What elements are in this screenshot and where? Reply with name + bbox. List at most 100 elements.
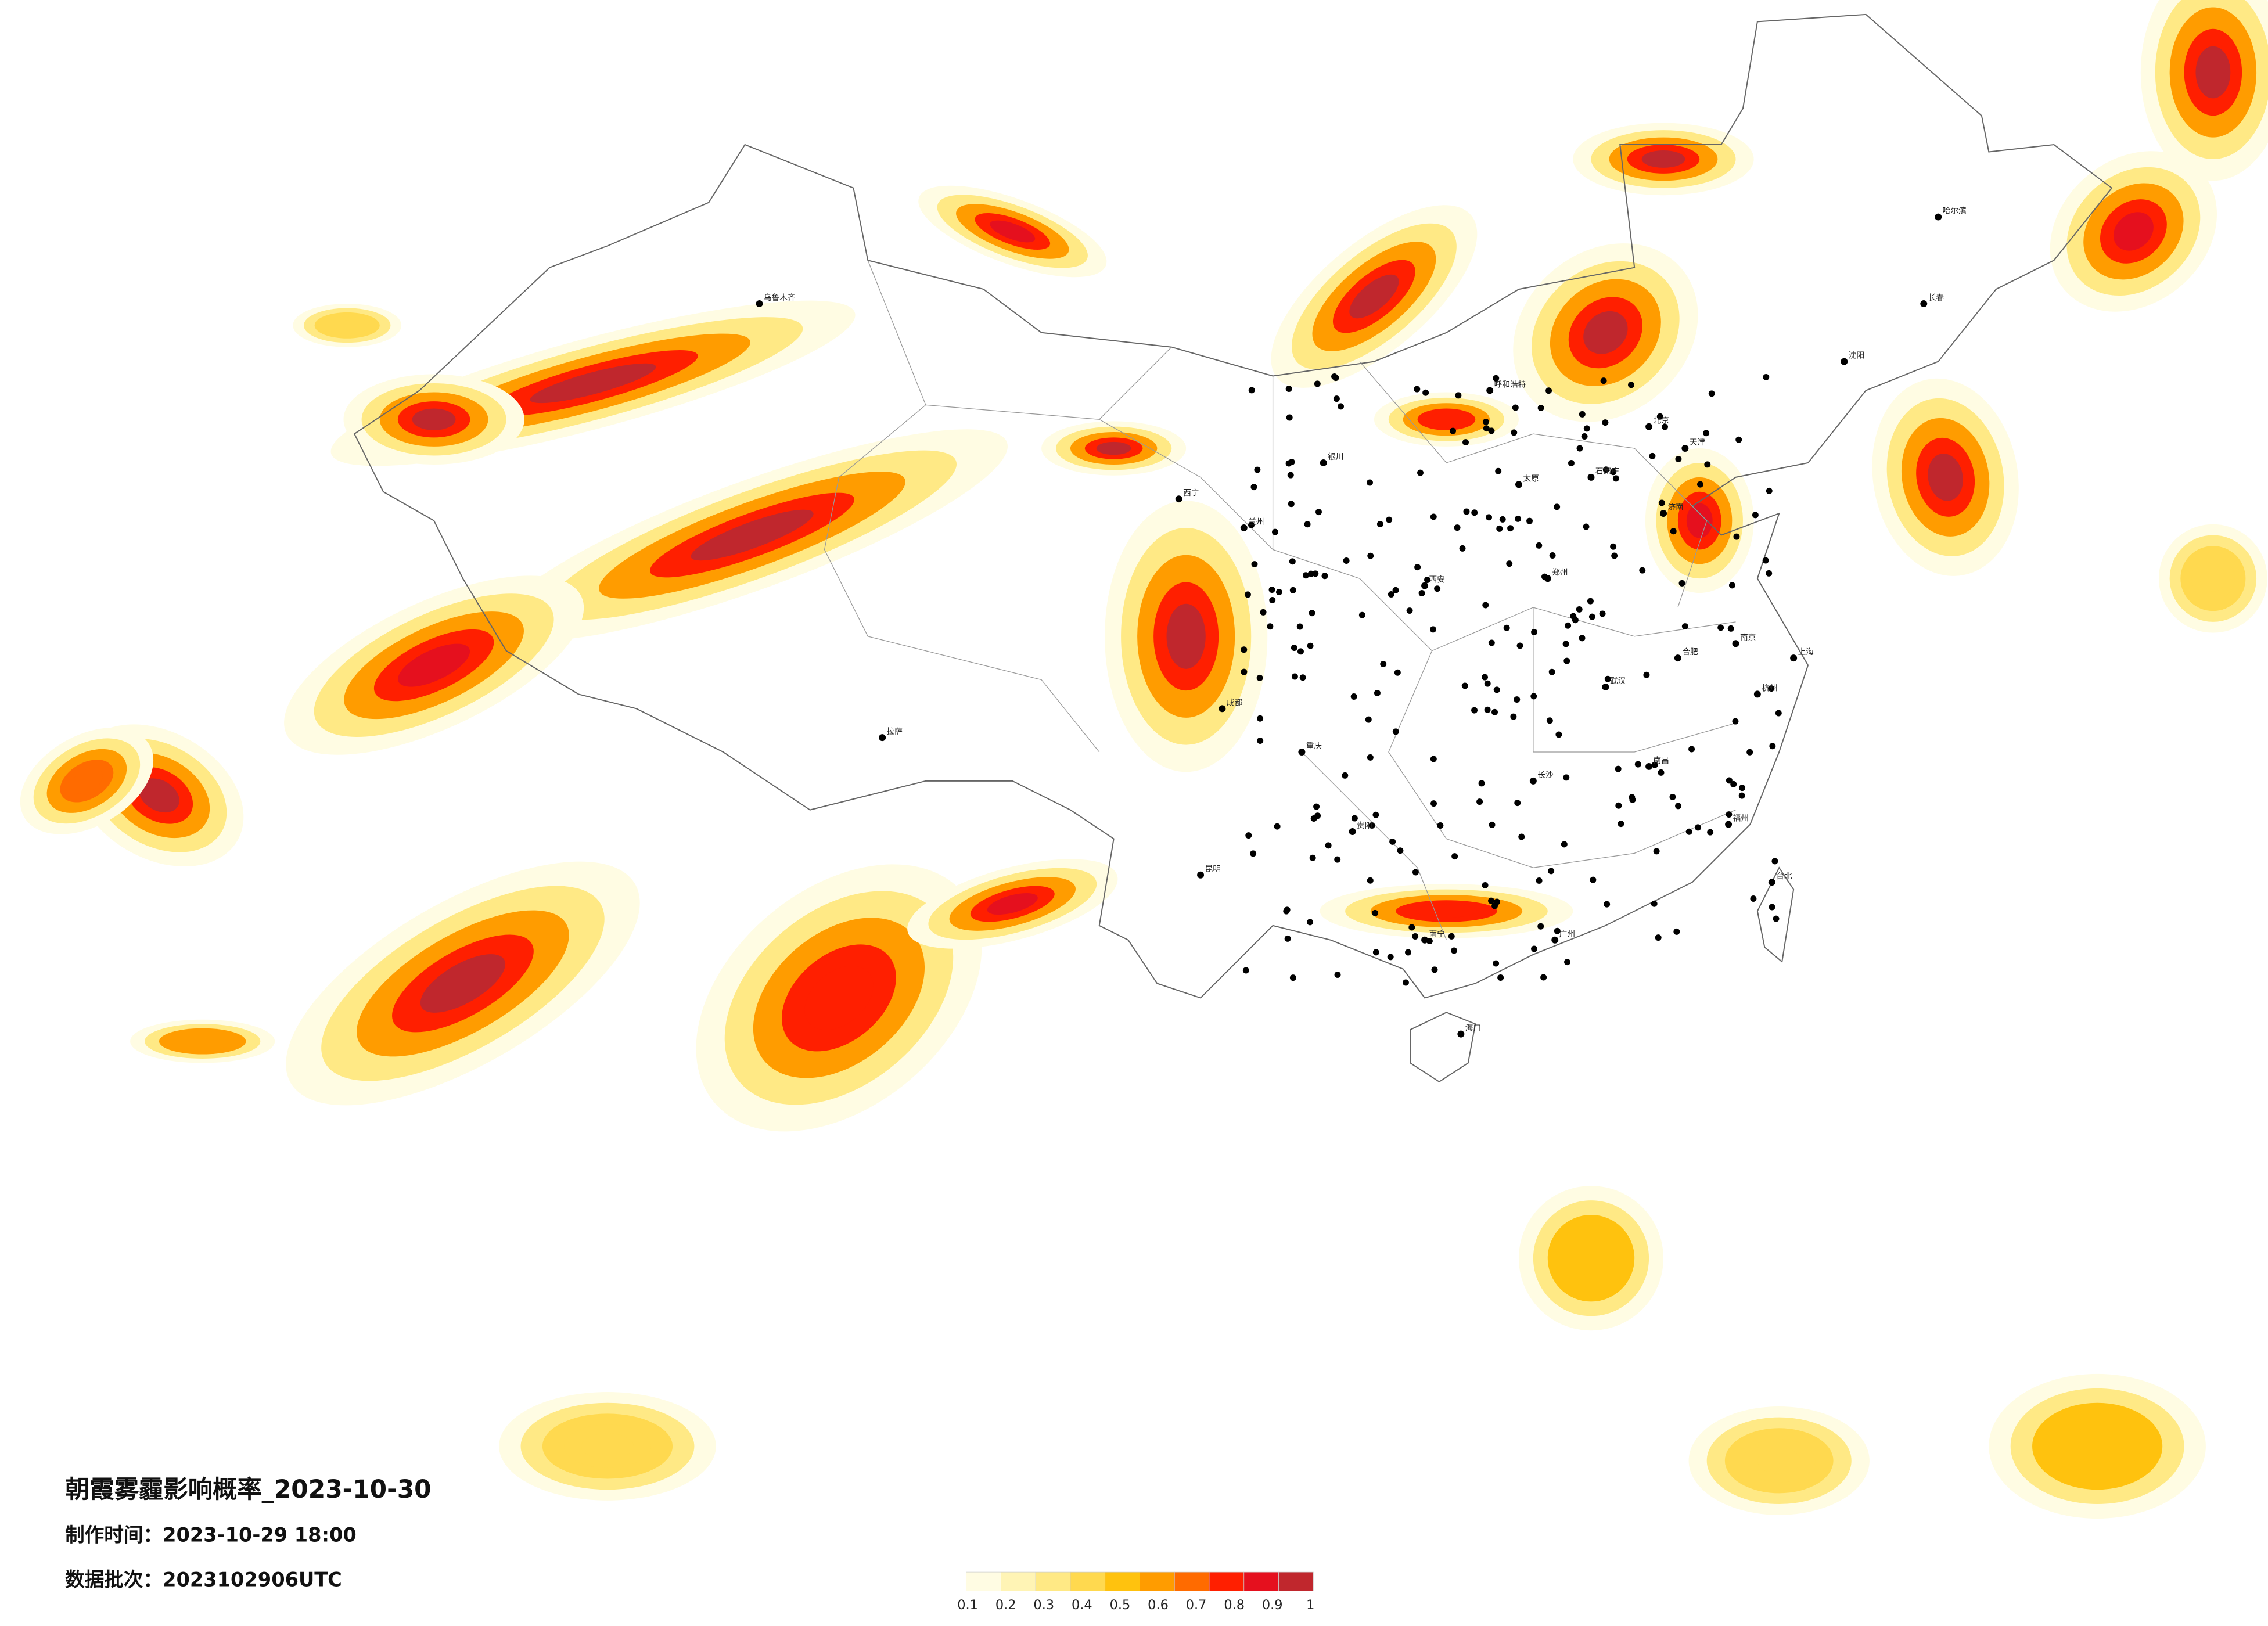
city-dot [1455, 392, 1462, 399]
city-dot [1283, 908, 1290, 915]
city-dot [1649, 452, 1656, 459]
city-dot [1730, 780, 1737, 787]
city-dots [1241, 373, 1782, 986]
city-dot [1546, 717, 1553, 724]
city-dot [1476, 798, 1483, 805]
haze-area [987, 893, 1038, 915]
colorbar-tick-label: 1 [1306, 1598, 1314, 1613]
city-dot [1531, 945, 1538, 952]
city-dot [1309, 854, 1316, 861]
city-dot [1628, 382, 1634, 388]
city-dot [1482, 418, 1489, 425]
city-dot [1321, 573, 1328, 580]
city-dot [1685, 828, 1692, 835]
city-label: 西宁 [1183, 488, 1199, 498]
city-dot [1367, 552, 1374, 559]
city-dot [1526, 517, 1533, 524]
city-dot [1746, 749, 1753, 756]
city-dot [1175, 495, 1182, 503]
city-dot [1548, 668, 1555, 675]
city-dot [1289, 558, 1296, 565]
city-dot [1488, 639, 1495, 646]
city-dot [1314, 380, 1321, 387]
city-dot [1590, 876, 1597, 883]
city-dot [1673, 928, 1680, 935]
city-dot [1562, 641, 1569, 647]
city-dot [1611, 552, 1618, 559]
city-dot [1763, 373, 1770, 380]
city-dot [1448, 933, 1455, 940]
city-dot [1289, 587, 1296, 593]
haze-area [691, 509, 814, 561]
city-dot [1506, 560, 1513, 567]
city-dot [1681, 445, 1689, 452]
colorbar-tick-label: 0.6 [1148, 1598, 1169, 1613]
city-dot [1285, 386, 1292, 392]
city-dot [1658, 499, 1665, 506]
city-dot [1563, 657, 1570, 664]
city-dot [1604, 675, 1611, 682]
city-dot [1257, 738, 1264, 744]
colorbar-cell [1243, 1571, 1279, 1591]
city-dot [1285, 460, 1292, 467]
city-dot [1367, 479, 1373, 486]
colorbar-cell [966, 1571, 1001, 1591]
city-dot [1735, 436, 1742, 443]
city-dot [1717, 624, 1724, 631]
city-dot [1935, 213, 1942, 221]
city-dot [1587, 598, 1594, 605]
city-dot [756, 300, 763, 307]
city-dot [1554, 927, 1561, 934]
city-dot [1618, 821, 1624, 828]
city-dot [1486, 514, 1493, 521]
haze-area [1583, 311, 1628, 354]
city-dot [1454, 524, 1461, 531]
colorbar-cell [1105, 1571, 1140, 1591]
city-dot [1766, 570, 1773, 577]
colorbar-cell [1035, 1571, 1071, 1591]
city-dot [1658, 769, 1665, 776]
city-dot [1602, 419, 1609, 426]
city-dot [1695, 824, 1702, 831]
city-label: 杭州 [1762, 684, 1777, 693]
city-dot [1493, 960, 1500, 967]
city-dot [1471, 707, 1478, 714]
city-dot [1726, 811, 1733, 818]
city-dot [1790, 654, 1798, 662]
city-dot [1254, 466, 1261, 473]
city-dot [1768, 685, 1775, 692]
city-dot [1462, 439, 1469, 446]
city-dot [1248, 521, 1255, 528]
city-dot [1342, 772, 1349, 779]
haze-area [70, 768, 103, 794]
city-dot [1920, 300, 1928, 307]
city-dot [1537, 405, 1544, 412]
haze-area [398, 643, 470, 687]
city-dot [1576, 445, 1583, 452]
city-dot [1267, 623, 1274, 630]
city-dot [1655, 934, 1662, 941]
city-label: 沈阳 [1849, 351, 1864, 361]
haze-area [804, 966, 874, 1030]
city-label: 拉萨 [887, 727, 903, 736]
city-dot [1388, 591, 1394, 598]
colorbar-tick-label: 0.3 [1033, 1598, 1054, 1613]
city-dot [1514, 696, 1521, 703]
city-dot [1568, 459, 1575, 466]
city-dot [1678, 580, 1685, 587]
city-label: 呼和浩特 [1494, 380, 1526, 389]
city-dot [1307, 919, 1314, 926]
city-dot [1434, 585, 1441, 592]
city-dot [1248, 387, 1255, 394]
city-dot [1450, 427, 1457, 434]
city-dot [1241, 646, 1248, 653]
city-dot [1482, 882, 1489, 888]
city-dot [1297, 648, 1304, 655]
city-dot [1495, 467, 1502, 474]
city-dot [1670, 528, 1677, 535]
haze-area [2071, 1429, 2123, 1464]
city-dot [1488, 897, 1495, 904]
city-dot [1529, 777, 1537, 785]
city-dot [1507, 525, 1514, 532]
